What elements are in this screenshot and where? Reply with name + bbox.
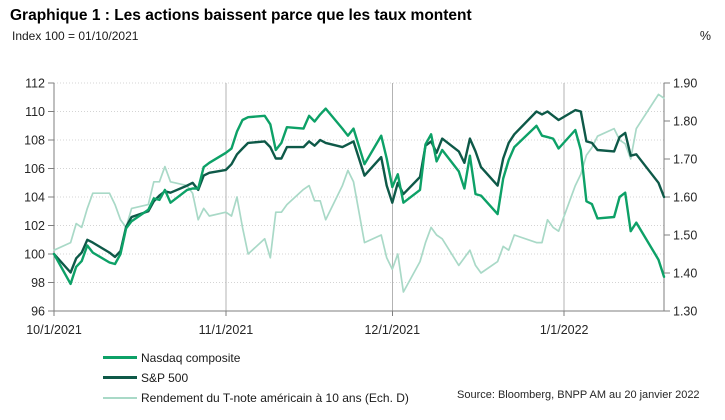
y-axis-left-label: 106	[24, 162, 45, 176]
tnote-line-swatch-icon	[103, 396, 137, 399]
y-axis-right-label: 1.90	[673, 77, 697, 91]
sp500-line-swatch-icon	[103, 376, 137, 379]
series-line-tnote	[53, 93, 665, 293]
series-line-nasdaq	[52, 107, 666, 286]
legend-item-sp500: S&P 500	[103, 370, 409, 385]
legend: Nasdaq composite S&P 500 Rendement du T-…	[103, 350, 409, 410]
y-axis-right-label: 1.70	[673, 153, 697, 167]
x-axis-label: 10/1/2021	[26, 323, 82, 337]
y-axis-right-label: 1.60	[673, 191, 697, 205]
left-axis-caption: Index 100 = 01/10/2021	[12, 29, 139, 43]
x-axis-label: 12/1/2021	[364, 323, 420, 337]
y-axis-left-label: 108	[24, 134, 45, 148]
y-axis-right-label: 1.40	[673, 267, 697, 281]
legend-label-nasdaq: Nasdaq composite	[141, 350, 241, 365]
y-axis-left-label: 100	[24, 248, 45, 262]
y-axis-right-label: 1.50	[673, 229, 697, 243]
legend-label-tnote: Rendement du T-note américain à 10 ans (…	[141, 390, 409, 405]
y-axis-left-label: 110	[25, 105, 45, 119]
y-axis-right-label: 1.80	[673, 115, 697, 129]
legend-item-tnote: Rendement du T-note américain à 10 ans (…	[103, 390, 409, 405]
right-axis-caption: %	[699, 29, 711, 43]
y-axis-right-label: 1.30	[673, 305, 697, 319]
chart-title: Graphique 1 : Les actions baissent parce…	[10, 7, 472, 24]
source-note: Source: Bloomberg, BNPP AM au 20 janvier…	[457, 389, 700, 401]
x-axis-label: 1/1/2022	[540, 323, 589, 337]
nasdaq-line-swatch-icon	[103, 356, 137, 359]
legend-label-sp500: S&P 500	[141, 370, 189, 385]
y-axis-left-label: 102	[24, 219, 45, 233]
y-axis-left-label: 96	[31, 305, 45, 319]
y-axis-left-label: 112	[25, 77, 45, 91]
x-axis-label: 11/1/2021	[199, 323, 254, 337]
legend-item-nasdaq: Nasdaq composite	[103, 350, 409, 365]
y-axis-left-label: 104	[24, 191, 45, 205]
y-axis-left-label: 98	[31, 276, 45, 290]
